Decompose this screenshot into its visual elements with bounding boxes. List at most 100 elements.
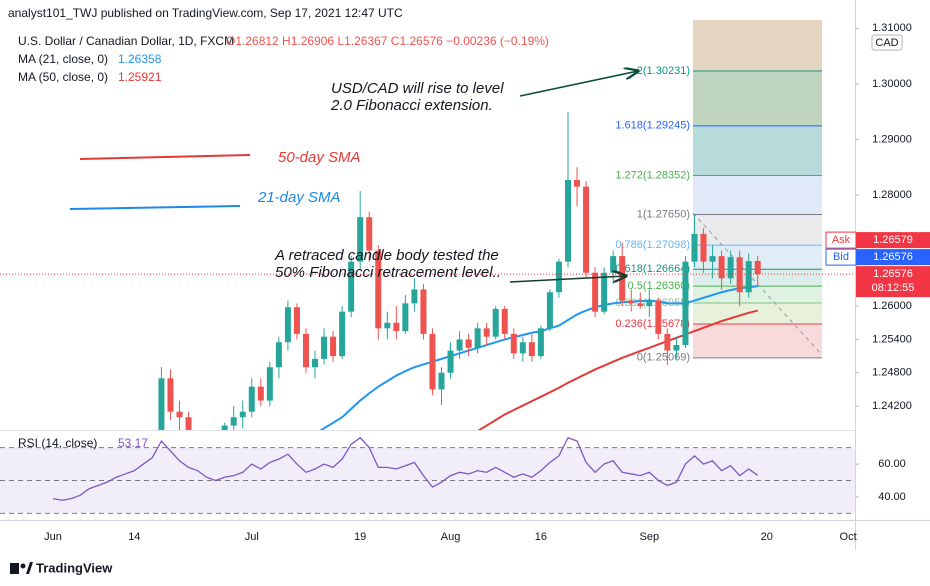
candle-body: [384, 322, 391, 329]
moving-average: [319, 285, 758, 430]
candle-body: [420, 289, 427, 334]
quote-box: [856, 249, 930, 266]
candle-body: [411, 289, 418, 304]
candle-body: [167, 378, 174, 412]
candle-body: [339, 311, 346, 357]
candle-body: [321, 336, 328, 359]
rsi-line: [52, 436, 759, 501]
candle-body: [592, 272, 599, 312]
x-tick-label: 19: [354, 531, 366, 543]
candle-body: [718, 256, 725, 279]
candle-body: [302, 333, 309, 368]
quote-value: 1.26576: [873, 251, 913, 263]
sma50-annotation: 50-day SMA: [278, 149, 361, 166]
candle-body: [727, 257, 734, 279]
x-tick-label: Jul: [245, 531, 259, 543]
rsi-value: 53.17: [118, 436, 148, 450]
candle-body: [682, 261, 689, 345]
candle-body: [691, 233, 698, 262]
candle-body: [447, 350, 454, 373]
candle-body: [564, 180, 571, 262]
axes: 1.31000 1.30000 1.29000 1.28000 1.26000 1.254…: [44, 22, 930, 543]
published-text: analyst101_TWJ published on TradingView.…: [8, 6, 403, 20]
x-tick-label: 20: [761, 531, 773, 543]
currency-box: [871, 34, 903, 51]
candle-body: [555, 261, 562, 293]
candle-body: [601, 272, 608, 312]
extension-annotation: 2.0 Fibonacci extension.: [330, 97, 493, 114]
brand-logo: [10, 562, 33, 574]
candle-body: [375, 250, 382, 329]
candle-body: [628, 300, 635, 304]
candle-body: [239, 411, 246, 418]
fib-label: 0.236(1.25678): [615, 318, 690, 330]
rsi-legend: RSI (14, close): [18, 436, 97, 450]
sma21-annotation: 21-day SMA: [257, 189, 341, 206]
symbol-title: U.S. Dollar / Canadian Dollar, 1D, FXCM: [18, 34, 234, 48]
candle-body: [330, 336, 337, 357]
retrace-annotation: 50% Fibonacci retracement level..: [275, 264, 501, 281]
annotation-arrow: [519, 71, 638, 97]
brand-text: TradingView: [36, 560, 113, 575]
candle-body: [483, 328, 490, 337]
candle-body: [664, 333, 671, 351]
candle-body: [248, 386, 255, 412]
quote-value: 1.26579: [873, 234, 913, 246]
candle-body: [700, 233, 707, 262]
candle-body: [176, 411, 183, 418]
candle-body: [357, 217, 364, 262]
candle-body: [546, 292, 553, 329]
candle-body: [736, 257, 743, 293]
candle-body: [393, 322, 400, 332]
quote-tag-label: Bid: [833, 251, 849, 263]
fib-label: 1.272(1.28352): [615, 169, 690, 181]
y-tick-label: 1.28000: [872, 189, 912, 201]
fib-label: 2(1.30231): [637, 65, 690, 77]
candle-body: [230, 417, 237, 426]
candle-body: [312, 358, 319, 368]
ohlc-legend: O1.26812 H1.26906 L1.26367 C1.26576 −0.0…: [226, 34, 549, 48]
candle-body: [745, 261, 752, 293]
ma21-value: 1.26358: [118, 52, 162, 66]
candle-body: [637, 303, 644, 307]
candle-body: [266, 367, 273, 401]
candle-body: [257, 386, 264, 401]
candle-body: [673, 345, 680, 351]
candle-body: [474, 328, 481, 348]
candle-body: [646, 300, 653, 307]
quote-box: [856, 232, 930, 249]
y-tick-label: 60.00: [878, 458, 906, 470]
fib-band: [693, 175, 822, 215]
fib-label: 0(1.25069): [637, 352, 690, 364]
candle-body: [619, 256, 626, 301]
candle-body: [610, 256, 617, 273]
ma21-legend: MA (21, close, 0): [18, 52, 108, 66]
candle-body: [754, 261, 761, 275]
ma50-legend: MA (50, close, 0): [18, 70, 108, 84]
candle-body: [528, 342, 535, 357]
last-price-box: [856, 266, 930, 298]
y-tick-label: 40.00: [878, 491, 906, 503]
y-tick-label: 1.31000: [872, 22, 912, 34]
candle-body: [574, 180, 581, 187]
extension-annotation: USD/CAD will rise to level: [331, 80, 504, 97]
fib-label: 0.5(1.26360): [628, 280, 690, 292]
fib-label: 0.382(1.26055): [615, 297, 690, 309]
candle-body: [655, 300, 662, 334]
x-tick-label: 16: [535, 531, 547, 543]
candle-body: [158, 378, 165, 430]
sma50-sample-line: [79, 154, 251, 160]
candle-body: [583, 186, 590, 273]
x-tick-label: 14: [128, 531, 140, 543]
candle-body: [402, 303, 409, 332]
candle-body: [275, 342, 282, 368]
fib-band: [693, 20, 822, 72]
moving-average: [477, 309, 758, 430]
y-tick-label: 1.24800: [872, 367, 912, 379]
fib-label: 1(1.27650): [637, 208, 690, 220]
candle-body: [438, 372, 445, 390]
x-tick-label: Jun: [44, 531, 62, 543]
ma50-value: 1.25921: [118, 70, 162, 84]
